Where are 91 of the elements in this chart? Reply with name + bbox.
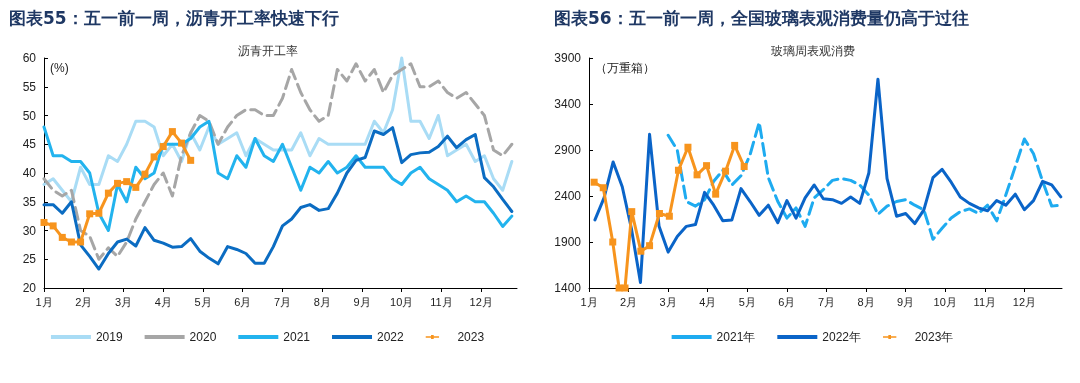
point bbox=[187, 156, 195, 164]
x-tick-label: 12月 bbox=[1012, 295, 1037, 308]
x-tick-label: 10月 bbox=[933, 295, 957, 308]
x-tick-label: 6月 bbox=[778, 295, 796, 308]
point bbox=[150, 153, 158, 161]
line-series bbox=[42, 62, 514, 261]
chart-title: 图表56：五一前一周，全国玻璃表观消费量仍高于过往 bbox=[554, 7, 969, 28]
point bbox=[590, 178, 598, 186]
y-tick-label: 40 bbox=[22, 166, 37, 180]
legend-label: 2023 bbox=[457, 330, 485, 344]
point bbox=[132, 183, 140, 191]
point bbox=[628, 208, 636, 216]
x-tick-label: 8月 bbox=[313, 295, 331, 308]
legend-label: 2022 bbox=[377, 330, 405, 344]
point bbox=[740, 163, 748, 171]
point bbox=[178, 139, 186, 147]
point bbox=[168, 128, 176, 136]
x-tick-label: 6月 bbox=[234, 295, 252, 308]
y-axis-title: （万重箱） bbox=[595, 61, 655, 75]
point bbox=[104, 189, 112, 197]
x-tick-label: 1月 bbox=[580, 295, 598, 308]
x-tick-label: 1月 bbox=[35, 295, 53, 308]
y-tick-label: 50 bbox=[22, 108, 37, 123]
point bbox=[49, 222, 57, 230]
point bbox=[58, 233, 66, 241]
legend-label: 2021 bbox=[283, 330, 311, 344]
chart-subtitle: 玻璃周表观消费 bbox=[770, 44, 855, 58]
point bbox=[655, 209, 663, 217]
y-axis-title: (%) bbox=[50, 61, 69, 75]
point bbox=[693, 171, 701, 179]
x-tick-label: 8月 bbox=[857, 295, 875, 308]
line-series bbox=[42, 119, 514, 232]
y-tick-label: 20 bbox=[22, 281, 37, 295]
x-tick-label: 4月 bbox=[154, 295, 172, 308]
x-tick-label: 5月 bbox=[194, 295, 212, 308]
point bbox=[86, 210, 94, 218]
point bbox=[40, 218, 48, 226]
x-tick-label: 10月 bbox=[390, 295, 414, 308]
line-series bbox=[593, 77, 1063, 284]
point bbox=[609, 238, 617, 246]
y-tick-label: 2900 bbox=[554, 143, 582, 157]
point bbox=[141, 170, 149, 178]
point bbox=[67, 238, 75, 246]
y-tick-label: 25 bbox=[22, 252, 37, 267]
x-tick-label: 9月 bbox=[897, 295, 915, 308]
point bbox=[703, 162, 711, 170]
legend-label: 2021年 bbox=[716, 330, 756, 344]
y-tick-label: 2400 bbox=[554, 189, 582, 203]
y-tick-label: 35 bbox=[22, 194, 37, 209]
point bbox=[646, 242, 654, 250]
y-tick-label: 30 bbox=[22, 223, 37, 238]
point bbox=[665, 212, 673, 220]
point bbox=[637, 247, 645, 255]
y-tick-label: 3900 bbox=[554, 51, 582, 65]
legend-label: 2023年 bbox=[914, 330, 954, 344]
point bbox=[674, 166, 682, 174]
legend-label: 2022年 bbox=[822, 330, 862, 344]
point bbox=[599, 184, 607, 192]
x-tick-label: 4月 bbox=[699, 295, 717, 308]
line-series bbox=[42, 126, 514, 271]
point bbox=[621, 284, 629, 292]
point bbox=[123, 178, 131, 186]
x-tick-label: 11月 bbox=[973, 295, 997, 308]
chart-subtitle: 沥青开工率 bbox=[237, 44, 298, 58]
y-tick-label: 1400 bbox=[554, 281, 582, 295]
point bbox=[77, 238, 85, 246]
x-tick-label: 7月 bbox=[817, 295, 836, 308]
legend-label: 2019 bbox=[95, 330, 123, 344]
y-tick-label: 3400 bbox=[554, 97, 582, 111]
point bbox=[684, 143, 692, 151]
y-tick-label: 1900 bbox=[554, 235, 582, 249]
x-tick-label: 3月 bbox=[659, 295, 677, 308]
chart-title: 图表55：五一前一周，沥青开工率快速下行 bbox=[9, 7, 339, 28]
point bbox=[114, 179, 122, 187]
y-tick-label: 60 bbox=[22, 51, 37, 65]
point bbox=[95, 209, 103, 217]
x-tick-label: 7月 bbox=[273, 295, 292, 308]
x-tick-label: 11月 bbox=[430, 295, 453, 308]
x-tick-label: 3月 bbox=[114, 295, 133, 308]
x-tick-label: 12月 bbox=[469, 295, 493, 308]
point bbox=[722, 167, 730, 175]
x-tick-label: 2月 bbox=[620, 295, 638, 308]
x-tick-label: 2月 bbox=[75, 295, 93, 308]
point bbox=[712, 190, 720, 198]
y-tick-label: 55 bbox=[22, 79, 37, 94]
x-tick-label: 5月 bbox=[738, 295, 756, 308]
y-tick-label: 45 bbox=[22, 137, 37, 152]
legend-label: 2020 bbox=[189, 330, 217, 344]
point bbox=[731, 141, 739, 149]
x-tick-label: 9月 bbox=[353, 295, 371, 308]
point bbox=[159, 143, 167, 151]
